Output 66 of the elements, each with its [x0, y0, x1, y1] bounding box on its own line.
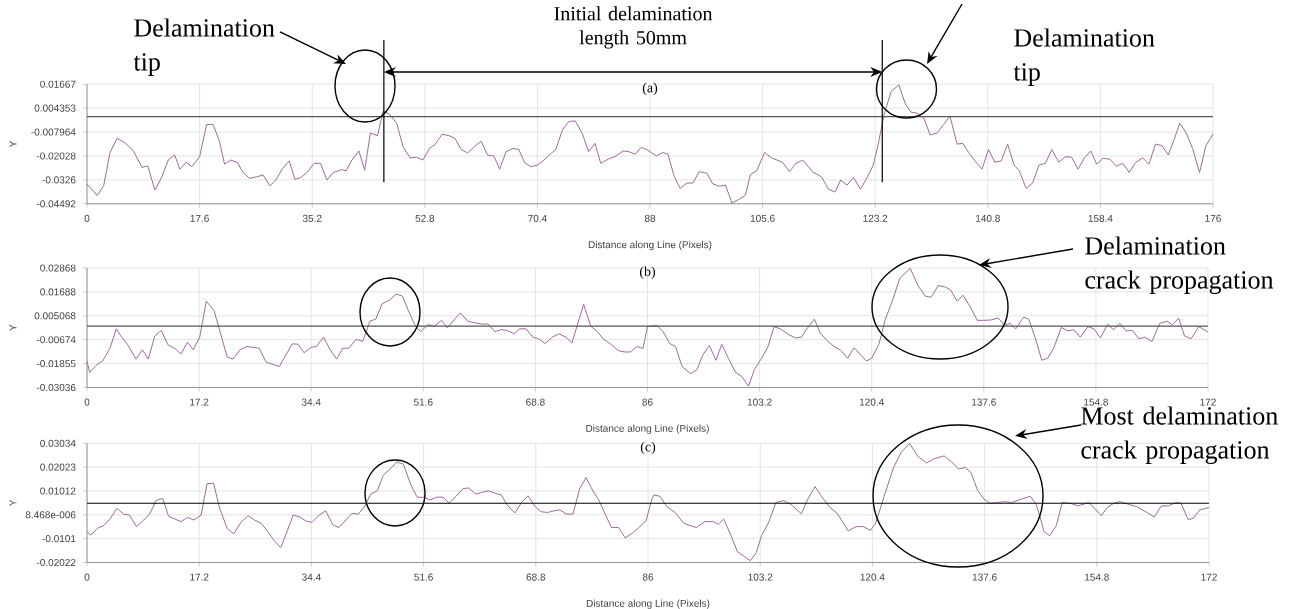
- x-tick-label: 86: [642, 573, 654, 581]
- x-tick-label: 103.2: [747, 398, 772, 406]
- x-axis-title: Distance along Line (Pixels): [588, 240, 712, 251]
- y-tick-label: -0.01855: [36, 360, 76, 368]
- y-tick-label: -0.0101: [42, 535, 76, 543]
- x-tick-label: 51.6: [414, 573, 433, 581]
- x-tick-label: 34.4: [301, 398, 321, 406]
- x-tick-label: 137.6: [972, 573, 997, 581]
- chart-title: (a): [642, 82, 658, 96]
- x-tick-label: 120.4: [859, 398, 884, 406]
- x-tick-label: 140.8: [976, 214, 1000, 222]
- y-tick-label: 0.01667: [40, 80, 76, 88]
- chart-title: (c): [640, 441, 656, 455]
- y-axis-title: Y: [9, 140, 17, 148]
- y-tick-label: -0.03036: [36, 383, 76, 392]
- x-tick-label: 172: [1200, 398, 1216, 406]
- x-tick-label: 172: [1201, 573, 1217, 581]
- x-axis-title: Distance along Line (Pixels): [586, 599, 710, 609]
- x-tick-label: 17.2: [190, 573, 209, 581]
- y-tick-label: 8.468e-006: [25, 511, 76, 519]
- y-tick-label: -0.04492: [36, 200, 76, 208]
- y-tick-label: 0.005068: [34, 312, 76, 320]
- y-tick-label: 0.01012: [40, 487, 76, 495]
- y-tick-label: -0.0326: [42, 176, 76, 184]
- x-tick-label: 68.8: [526, 573, 546, 581]
- x-tick-label: 0: [84, 573, 90, 581]
- x-tick-label: 154.8: [1085, 573, 1109, 581]
- x-tick-label: 51.6: [413, 398, 433, 406]
- x-axis-title: Distance along Line (Pixels): [586, 424, 709, 434]
- y-tick-label: 0.01688: [40, 288, 76, 296]
- x-tick-label: 123.2: [863, 214, 888, 222]
- y-tick-label: 0.004353: [34, 104, 76, 112]
- x-tick-label: 17.6: [190, 214, 209, 222]
- x-tick-label: 52.8: [415, 214, 435, 222]
- text: Initial delamination length 50mm: [554, 6, 713, 49]
- line-series: [86, 84, 1214, 204]
- text: Delamination tip: [133, 18, 275, 76]
- y-tick-label: -0.007964: [31, 128, 76, 136]
- y-tick-label: -0.02028: [36, 152, 76, 160]
- y-tick-label: 0.02868: [40, 264, 76, 272]
- annotation: Delamination tip: [1013, 28, 1155, 86]
- x-tick-label: 86: [642, 398, 653, 406]
- x-tick-label: 35.2: [302, 214, 322, 222]
- x-tick-label: 176: [1205, 214, 1221, 222]
- x-tick-label: 34.4: [302, 573, 321, 581]
- annotation: Delamination crack propagation: [1085, 236, 1274, 295]
- y-tick-label: -0.02022: [36, 558, 76, 567]
- annotation: Most delamination crack propagation: [1081, 406, 1278, 465]
- x-tick-label: 0: [84, 214, 90, 222]
- y-tick-label: -0.00674: [36, 336, 76, 344]
- y-tick-label: 0.03034: [40, 439, 76, 447]
- x-tick-label: 154.8: [1084, 398, 1108, 406]
- x-tick-label: 17.2: [190, 398, 209, 406]
- x-tick-label: 103.2: [748, 573, 773, 581]
- y-tick-label: 0.02023: [40, 463, 76, 471]
- x-tick-label: 120.4: [860, 573, 885, 581]
- x-tick-label: 68.8: [526, 398, 545, 406]
- chart-title: (b): [639, 266, 656, 280]
- x-tick-label: 0: [84, 398, 90, 406]
- y-axis-title: Y: [9, 499, 17, 506]
- x-tick-label: 137.6: [972, 398, 996, 406]
- x-tick-label: 158.4: [1088, 214, 1113, 222]
- x-tick-label: 105.6: [750, 214, 775, 222]
- x-tick-label: 88: [644, 214, 656, 222]
- y-axis-title: Y: [9, 324, 17, 331]
- x-tick-label: 70.4: [528, 214, 547, 222]
